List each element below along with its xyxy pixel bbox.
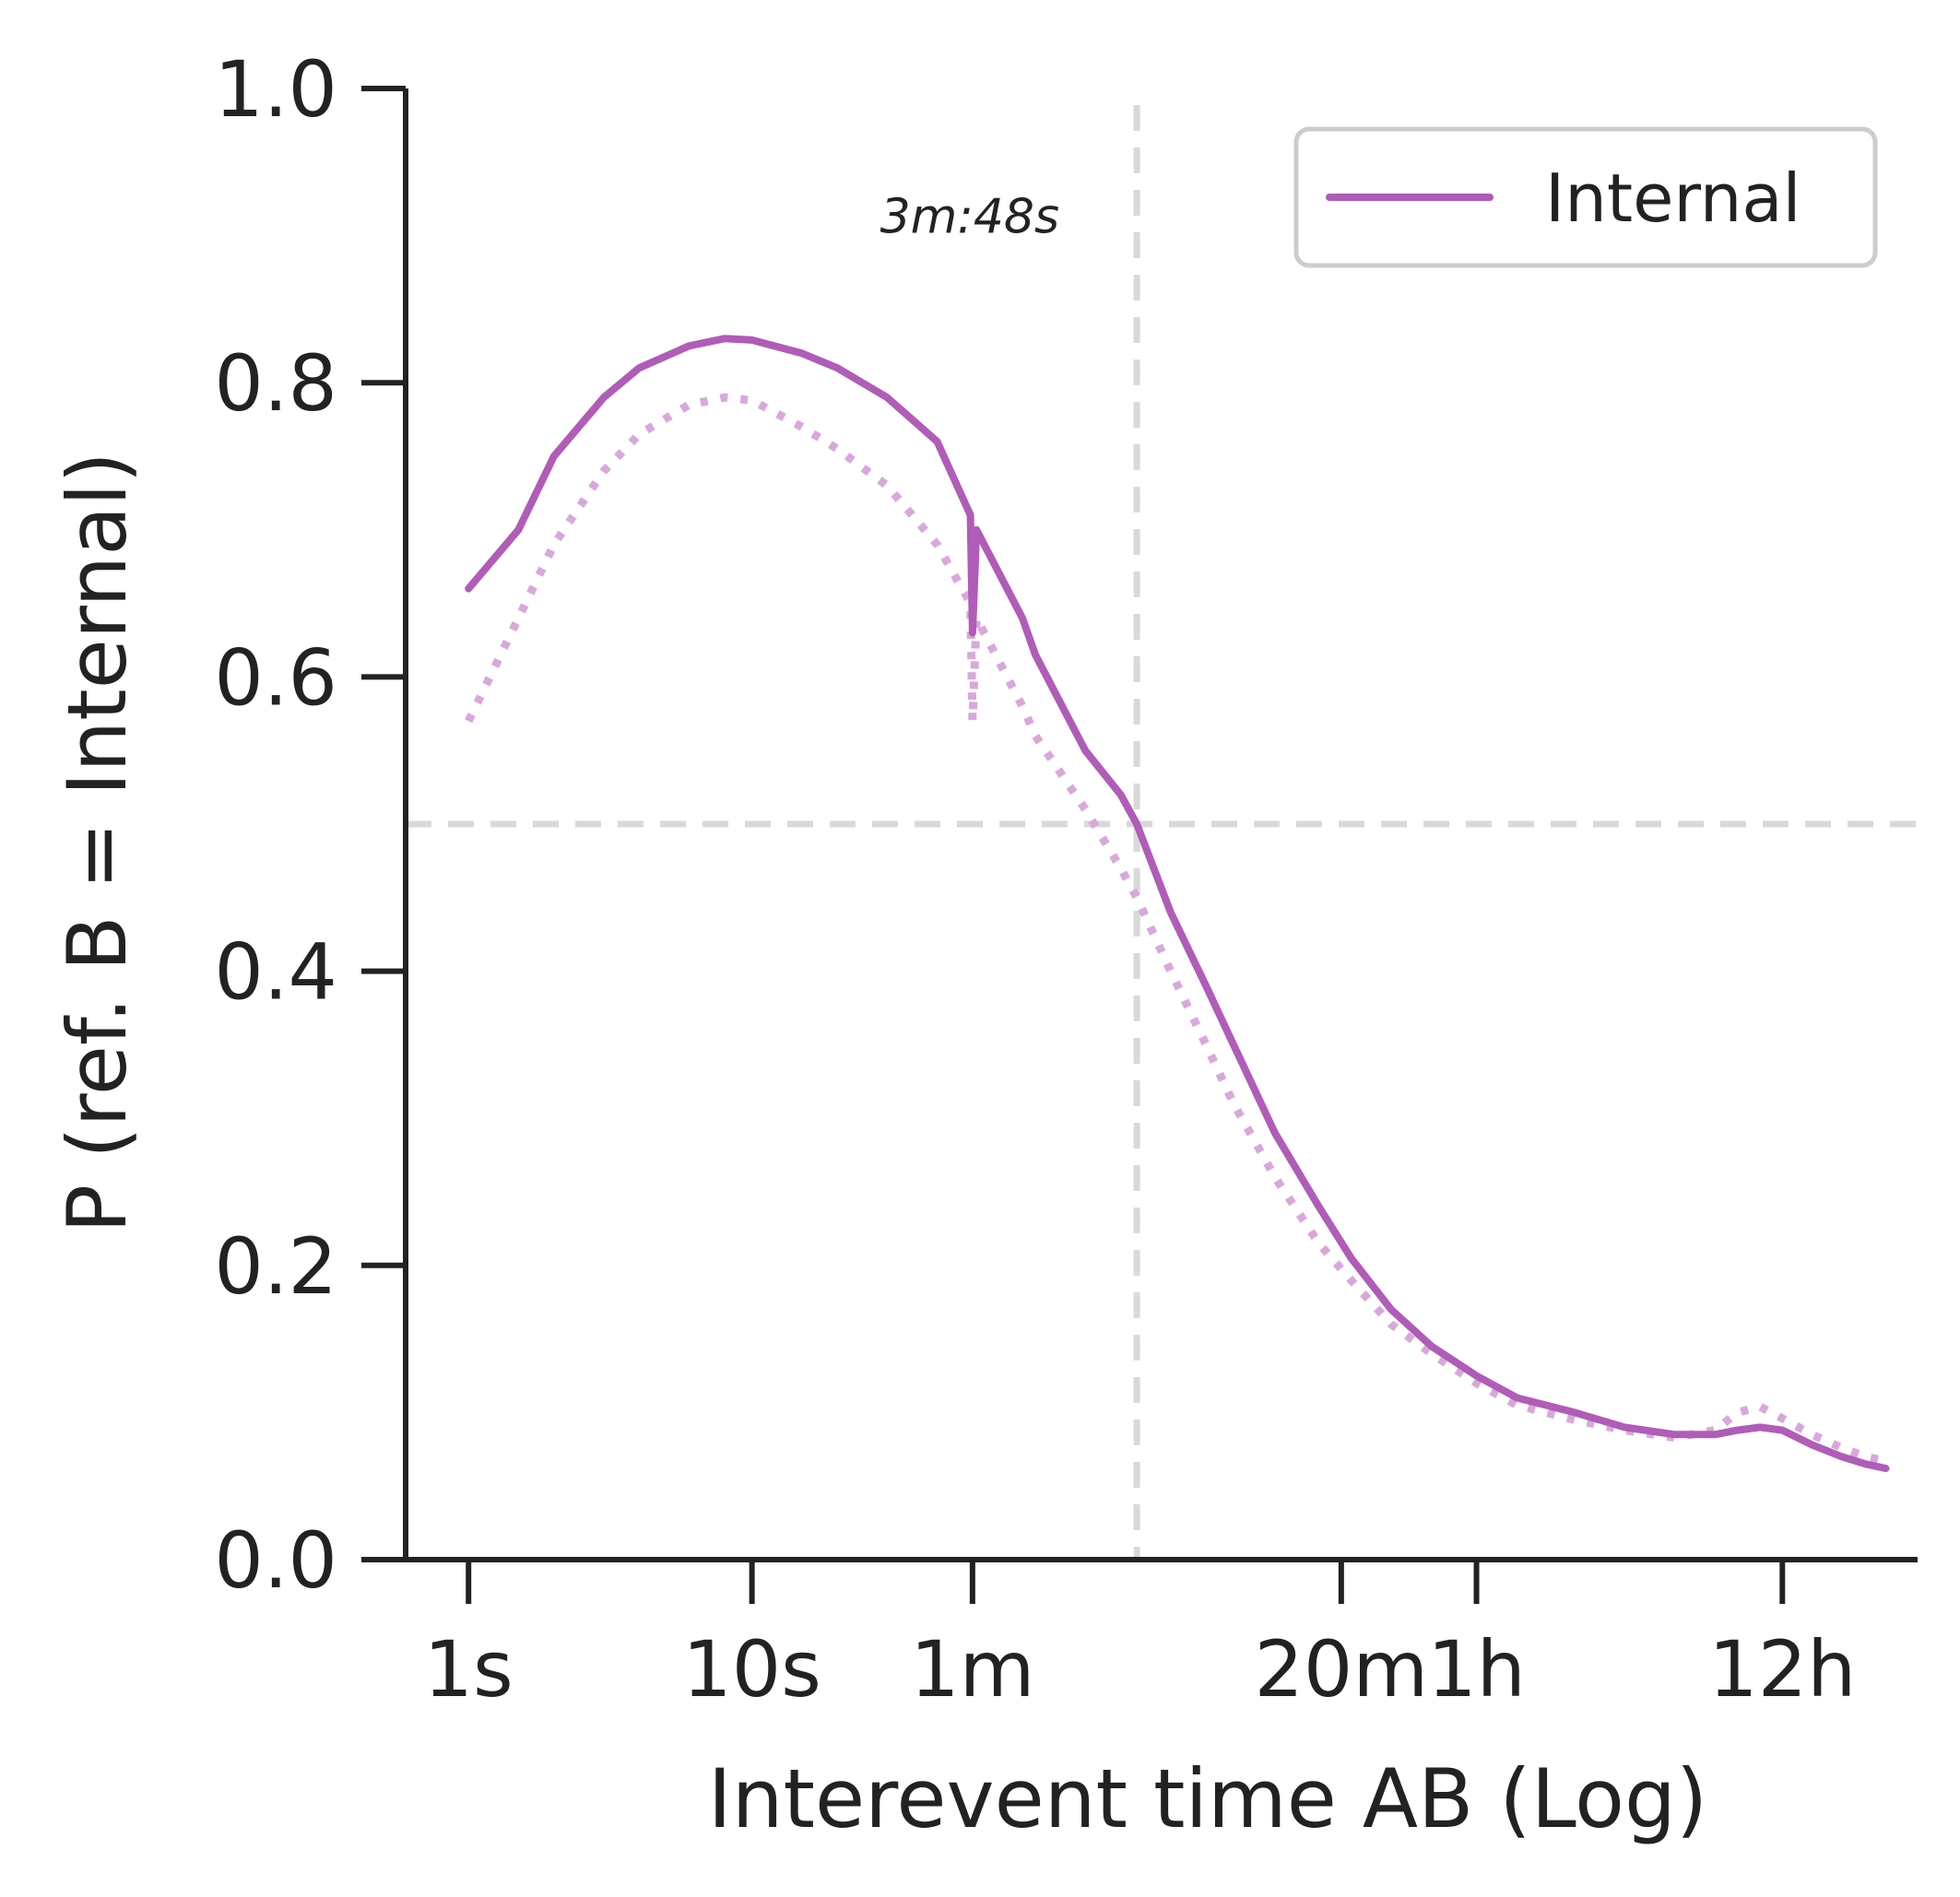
y-tick-label: 0.2: [214, 1221, 337, 1312]
x-axis-title: Interevent time AB (Log): [708, 1751, 1707, 1846]
x-tick-label: 10s: [682, 1624, 821, 1714]
x-tick-label: 20m: [1254, 1624, 1428, 1714]
axes-layer: [361, 86, 1918, 1604]
x-tick-label: 1m: [910, 1624, 1034, 1714]
threshold-annotation: 3m:48s: [880, 190, 1060, 245]
series-layer: [465, 335, 1890, 1472]
legend-box: [1293, 126, 1878, 268]
y-tick-label: 1.0: [214, 44, 337, 135]
y-tick-label: 0.4: [214, 927, 337, 1018]
series-line-internal: [465, 335, 1890, 1472]
series-line-internal-dotted: [465, 393, 1887, 1466]
x-tick-label: 1h: [1427, 1624, 1526, 1714]
y-tick-label: 0.8: [214, 338, 337, 429]
y-tick-label: 0.6: [214, 632, 337, 723]
reference-lines-layer: [406, 105, 1918, 1560]
legend: Internal: [1293, 126, 1878, 268]
legend-label-internal: Internal: [1545, 159, 1801, 237]
x-tick-label: 1s: [424, 1624, 514, 1714]
y-axis-title: P (ref. B = Internal): [50, 452, 145, 1233]
x-tick-label: 12h: [1708, 1624, 1856, 1714]
y-tick-label: 0.0: [214, 1515, 337, 1606]
